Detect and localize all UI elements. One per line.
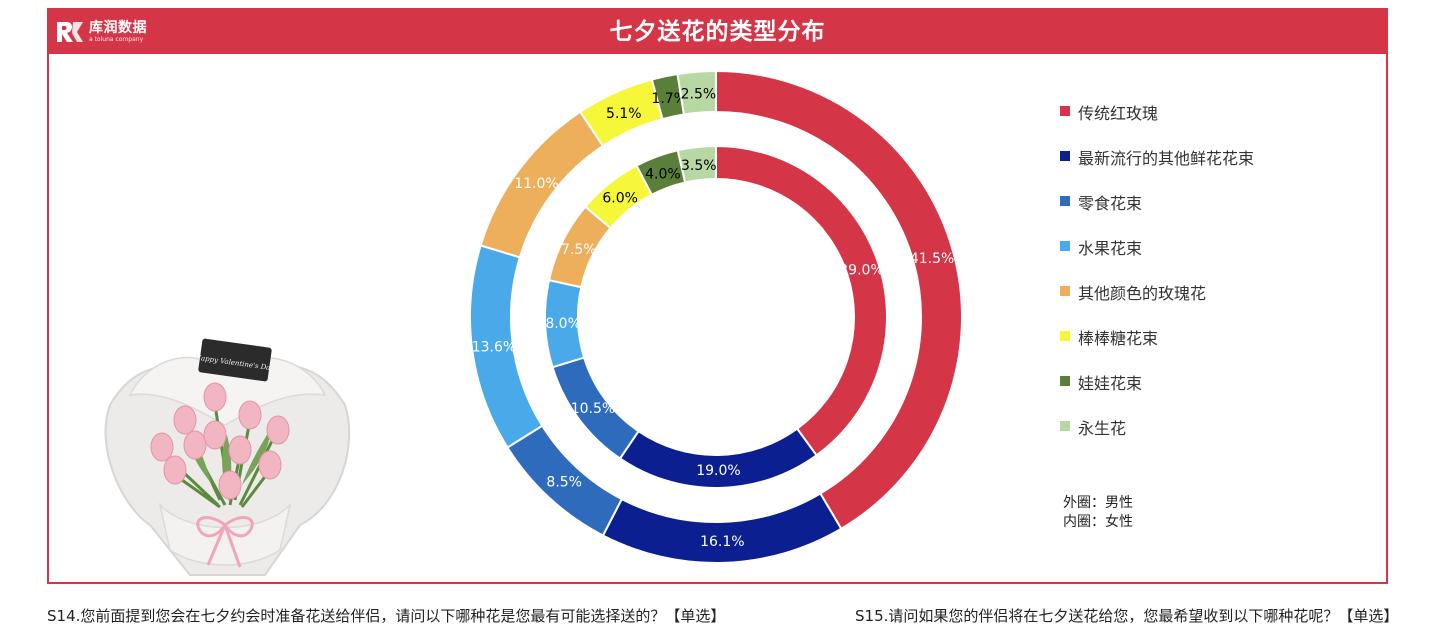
inner-ring-label-7: 4.0% [645,167,681,183]
title-bar: 库润数据 a toluna company 七夕送花的类型分布 [49,10,1386,54]
chart-legend: 传统红玫瑰最新流行的其他鲜花花束 零食花束水果花束其他颜色的玫瑰花 棒棒糖花束娃娃花… [1060,100,1254,460]
legend-swatch [1060,421,1070,431]
legend-swatch [1060,286,1070,296]
legend-swatch [1060,376,1070,386]
inner-ring-slice-1 [715,144,888,457]
page-title: 七夕送花的类型分布 [609,19,826,45]
outer-ring-label-5: 11.0% [514,176,558,192]
legend-item: 最新流行的其他鲜花花束 [1060,145,1254,190]
outer-ring-label-4: 13.6% [472,339,516,355]
inner-ring-slice-2 [618,427,818,489]
legend-swatch [1060,106,1070,116]
legend-swatch [1060,151,1070,161]
outer-ring-slice-1 [715,69,963,531]
inner-ring-note: 内圈：女性 [1063,514,1133,530]
legend-label: 水果花束 [1078,239,1143,258]
inner-ring-label-1: 39.0% [839,263,883,279]
legend-swatch [1060,241,1070,251]
flower-bouquet-illustration: Happy Valentine's Day [104,338,351,576]
legend-item: 零食花束 [1060,190,1254,235]
outer-ring-slice-8 [676,69,717,116]
brand-logo: 库润数据 a toluna company [55,16,147,48]
inner-ring-slice-8 [676,144,717,184]
legend-swatch [1060,196,1070,206]
outer-ring-label-3: 8.5% [546,475,582,491]
inner-ring-label-5: 7.5% [561,242,597,258]
legend-item: 其他颜色的玫瑰花 [1060,280,1254,325]
outer-ring-label-6: 5.1% [606,106,642,122]
legend-item: 传统红玫瑰 [1060,100,1254,145]
inner-ring-label-3: 10.5% [571,401,615,417]
brand-logo-icon [57,22,83,42]
legend-label: 永生花 [1078,419,1127,438]
outer-ring-label-8: 2.5% [681,87,717,103]
brand-subtitle: a toluna company [89,36,144,43]
outer-ring-note: 外圈：男性 [1063,495,1133,511]
inner-ring-label-8: 3.5% [681,158,717,174]
legend-item: 娃娃花束 [1060,370,1254,415]
legend-label: 最新流行的其他鲜花花束 [1078,149,1255,168]
legend-label: 娃娃花束 [1078,374,1143,393]
legend-label: 零食花束 [1078,194,1143,213]
inner-ring-label-6: 6.0% [602,191,638,207]
outer-ring-label-1: 41.5% [910,251,954,267]
inner-ring-label-4: 8.0% [545,316,581,332]
legend-swatch [1060,331,1070,341]
outer-ring-slice-2 [601,492,843,564]
legend-label: 其他颜色的玫瑰花 [1078,284,1207,303]
ring-note: 外圈：男性 内圈：女性 [1063,494,1133,532]
inner-ring-label-2: 19.0% [696,463,740,479]
outer-ring-label-7: 1.7% [651,91,687,107]
legend-label: 传统红玫瑰 [1078,104,1159,123]
brand-name: 库润数据 [89,20,147,36]
legend-item: 水果花束 [1060,235,1254,280]
footnote-s15: S15.请问如果您的伴侣将在七夕送花给您，您最希望收到以下哪种花呢？【单选】 [855,607,1399,625]
legend-item: 棒棒糖花束 [1060,325,1254,370]
legend-item: 永生花 [1060,415,1254,460]
legend-label: 棒棒糖花束 [1078,329,1159,348]
outer-ring-label-2: 16.1% [700,534,744,550]
footnote-s14: S14.您前面提到您会在七夕约会时准备花送给伴侣，请问以下哪种花是您最有可能选择… [47,607,726,625]
